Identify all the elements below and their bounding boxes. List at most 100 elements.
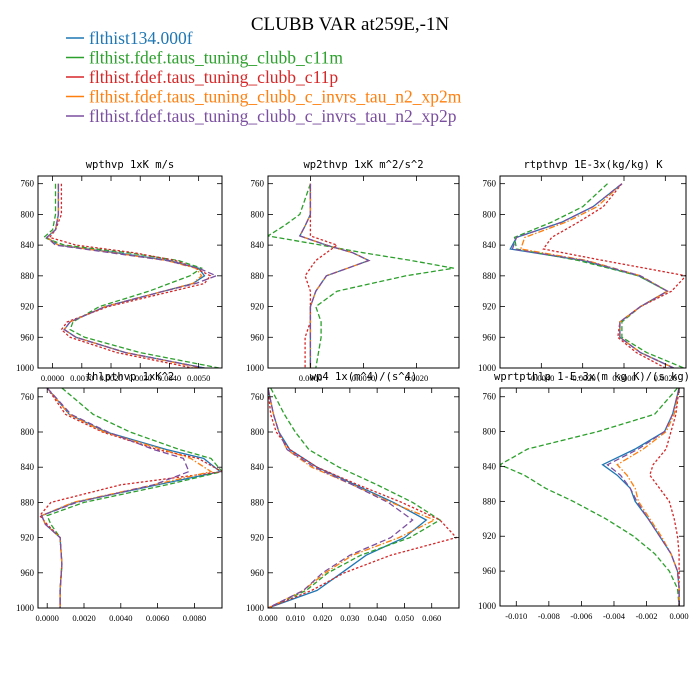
panel-3: rtpthvp 1E-3x(kg/kg) K 760 800 840 880 920 960… (478, 159, 687, 383)
panel-5-ytick-label-7: 1000 (246, 603, 265, 613)
panel-2: wp2thvp 1xK m^2/s^2 760 800 840 880 920 960 100… (246, 159, 460, 383)
panel-4-series-3 (38, 388, 222, 608)
panel-3-series-4 (519, 183, 674, 368)
panel-6-ytick-label-5: 920 (483, 531, 497, 541)
panel-6-series-5 (606, 388, 680, 606)
panel-2-xtick-label-3: 0.0020 (405, 373, 428, 383)
panel-3-series-1 (509, 183, 674, 368)
panel-3-xtick-label-3: 0.0000 (612, 373, 635, 383)
panel-6-ytick-label-3: 840 (483, 461, 497, 471)
panel-1-series-1 (45, 183, 206, 368)
panel-5-ytick-label-1: 760 (251, 392, 265, 402)
panel-1-xtick-label-4: 0.0030 (129, 373, 152, 383)
panel-3-ytick-label-2: 800 (483, 209, 497, 219)
panel-1-xtick-label-3: 0.0020 (99, 373, 122, 383)
panel-4-xtick-label-4: 0.0060 (146, 613, 169, 623)
panel-5-ytick-label-2: 800 (251, 427, 265, 437)
figure-title: CLUBB VAR at259E,-1N (251, 14, 450, 35)
panel-5-ytick-label-3: 840 (251, 462, 265, 472)
panel-6-ytick-label-4: 880 (483, 496, 497, 506)
panel-1-xtick-label-1: 0.0000 (41, 373, 64, 383)
panel-1-xtick-label-2: 0.0010 (70, 373, 93, 383)
panel-5-series-1 (268, 388, 428, 608)
panel-5-xtick-label-4: 0.030 (340, 613, 359, 623)
panel-3-ytick-label-4: 880 (483, 271, 497, 281)
panel-1: wpthvp 1xK m/s 760 800 840 880 920 960 1000 0.00… (16, 159, 223, 383)
panel-2-ytick-label-5: 920 (251, 302, 265, 312)
panel-4-ytick-label-5: 920 (21, 533, 35, 543)
panel-6-series-group (500, 388, 680, 606)
panel-6-series-1 (601, 388, 680, 606)
panel-5-xtick-label-2: 0.010 (286, 613, 305, 623)
panel-5-xtick-label-6: 0.050 (395, 613, 414, 623)
panel-6: wprtpthlp 1-E-3x(m kg K)/(s kg) 760 800 840… (478, 371, 690, 621)
panel-2-frame (267, 175, 460, 369)
panel-3-frame (499, 175, 687, 369)
panel-6-series-3 (649, 388, 680, 606)
panel-4: thlpthvp 1xK^276080084088092096010000.00… (16, 371, 223, 623)
panel-2-ytick-label-2: 800 (251, 209, 265, 219)
panel-3-xtick-label-1: -0.0040 (528, 373, 554, 383)
panel-5-series-2 (268, 388, 442, 608)
panel-2-xtick-label-1: 0.0000 (299, 373, 322, 383)
panel-1-ytick-label-4: 880 (21, 271, 35, 281)
panel-4-series-group (38, 388, 222, 608)
panel-4-xtick-label-3: 0.0040 (109, 613, 132, 623)
panel-2-ytick-label-3: 840 (251, 240, 265, 250)
panel-1-series-4 (45, 183, 203, 368)
panel-6-ytick-label-2: 800 (483, 427, 497, 437)
panel-1-ytick-label-1: 760 (21, 179, 35, 189)
panel-1-ytick-label-2: 800 (21, 209, 35, 219)
panel-5-ytick-label-6: 960 (251, 568, 265, 578)
panel-6-frame (499, 387, 685, 607)
chart-panels: wpthvp 1xK m/s76080084088092096010000.00… (16, 159, 690, 623)
panel-3-ytick-label-3: 840 (483, 240, 497, 250)
panel-5-series-group (268, 388, 458, 608)
panel-4-frame (37, 387, 223, 609)
panel-4-ytick-label-4: 880 (21, 497, 35, 507)
panel-1-title: wpthvp 1xK m/s (86, 159, 175, 171)
panel-4-ytick-label-7: 1000 (16, 603, 35, 613)
legend-label-3: flthist.fdef.taus_tuning_clubb_c11p (89, 67, 338, 87)
panel-6-xtick-label-1: -0.010 (505, 611, 527, 621)
panel-1-series-5 (45, 183, 218, 368)
panel-4-xtick-label-2: 0.0020 (72, 613, 95, 623)
panel-5-xtick-label-3: 0.020 (313, 613, 332, 623)
panel-1-ytick-label-5: 920 (21, 302, 35, 312)
panel-1-xtick-label-6: 0.0050 (187, 373, 210, 383)
panel-4-ytick-label-2: 800 (21, 427, 35, 437)
legend-label-4: flthist.fdef.taus_tuning_clubb_c_invrs_t… (89, 87, 462, 107)
panel-1-frame (37, 175, 223, 369)
panel-1-ytick-label-3: 840 (21, 240, 35, 250)
panel-3-series-5 (511, 183, 674, 368)
panel-5-xtick-label-7: 0.060 (422, 613, 441, 623)
panel-2-ytick-label-6: 960 (251, 332, 265, 342)
panel-3-xtick-label-4: 0.0020 (654, 373, 677, 383)
panel-5: wp4 1x(m^4)/(s^4)76080084088092096010000… (246, 371, 460, 623)
panel-2-xtick-label-2: 0.0010 (352, 373, 375, 383)
panel-3-ytick-label-6: 960 (483, 332, 497, 342)
panel-5-xtick-label-5: 0.040 (368, 613, 387, 623)
panel-4-ytick-label-6: 960 (21, 568, 35, 578)
panel-6-xtick-label-6: 0.000 (670, 611, 689, 621)
panel-5-series-5 (268, 388, 414, 608)
panel-3-series-group (509, 183, 686, 368)
legend-label-1: flthist134.000f (89, 28, 193, 48)
panel-6-series-4 (616, 388, 680, 606)
panel-5-ytick-label-4: 880 (251, 497, 265, 507)
panel-5-xtick-label-1: 0.000 (258, 613, 277, 623)
panel-5-ytick-label-5: 920 (251, 533, 265, 543)
panel-6-ytick-label-7: 1000 (478, 601, 497, 611)
panel-2-series-2 (268, 183, 454, 368)
panel-4-series-5 (40, 388, 190, 608)
panel-2-series-group (268, 183, 454, 368)
panel-1-series-3 (48, 183, 212, 368)
panel-1-ytick-label-7: 1000 (16, 363, 35, 373)
panel-6-xtick-label-3: -0.006 (570, 611, 592, 621)
panel-2-series-5 (298, 183, 371, 368)
panel-5-frame (267, 387, 460, 609)
panel-5-series-3 (268, 388, 458, 608)
legend-label-5: flthist.fdef.taus_tuning_clubb_c_invrs_t… (89, 106, 457, 126)
panel-6-xtick-label-2: -0.008 (538, 611, 560, 621)
